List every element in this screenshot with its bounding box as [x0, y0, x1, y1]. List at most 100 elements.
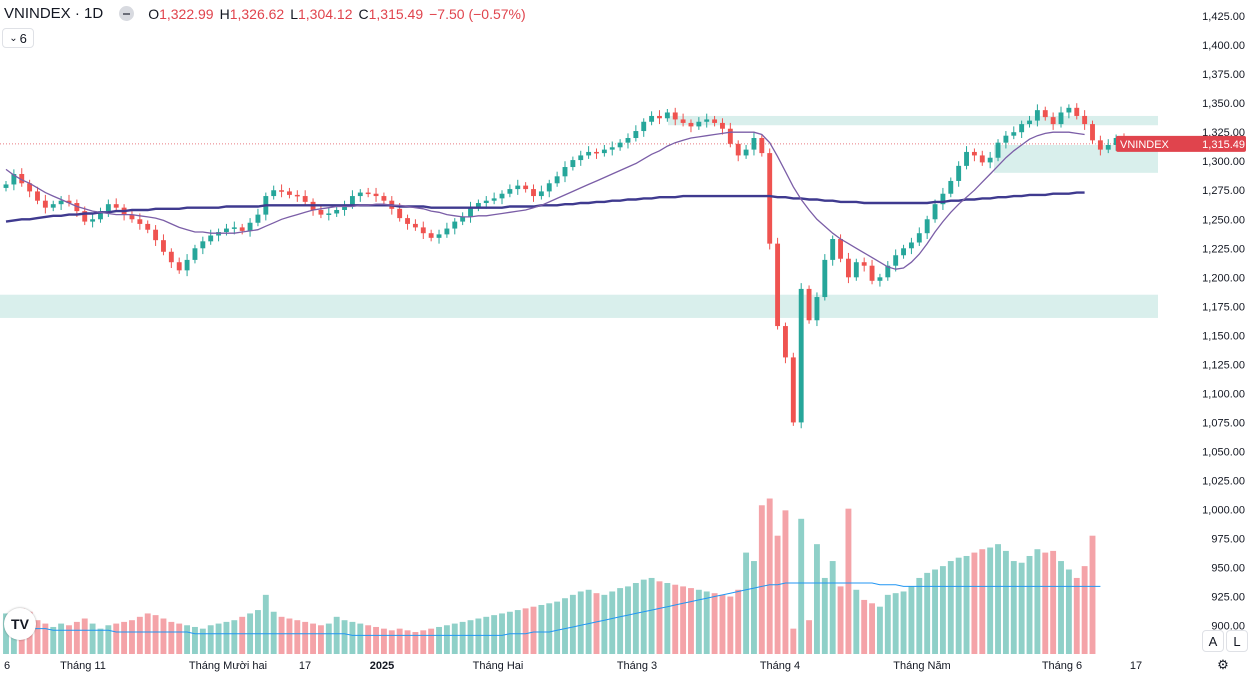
candle-body — [247, 222, 253, 231]
candle-body — [145, 223, 151, 230]
candle-body — [27, 183, 33, 192]
auto-scale-button[interactable]: A — [1202, 630, 1224, 652]
candle-body — [1105, 144, 1111, 150]
candle-body — [1090, 124, 1095, 141]
candle-body — [200, 241, 206, 249]
log-scale-button[interactable]: L — [1226, 630, 1248, 652]
volume-bar — [1081, 566, 1088, 654]
candle-body — [554, 176, 560, 184]
candle-body — [641, 121, 647, 132]
candle-body — [956, 165, 962, 181]
y-tick-label: 1,250.00 — [1202, 214, 1245, 226]
volume-bar — [278, 616, 285, 654]
volume-bar — [995, 544, 1001, 654]
volume-bar — [223, 621, 230, 654]
volume-bar — [758, 505, 765, 654]
candle-body — [129, 214, 135, 220]
candle-body — [436, 234, 442, 238]
candle-body — [342, 205, 347, 210]
candle-body — [649, 115, 655, 122]
ma-long-line — [5, 191, 1085, 223]
settings-icon[interactable]: ⚙ — [1217, 657, 1229, 672]
candle-body — [853, 262, 859, 278]
candle-body — [1050, 117, 1056, 125]
candle-body — [452, 221, 458, 229]
x-tick-label: 6 — [4, 660, 10, 672]
candle-body — [743, 149, 749, 156]
volume-bar — [1010, 561, 1017, 654]
candle-body — [349, 196, 355, 206]
candle-body — [499, 193, 505, 199]
y-tick-label: 1,400.00 — [1202, 40, 1245, 52]
volume-bar — [380, 628, 387, 654]
volume-bar — [129, 620, 135, 654]
y-tick-label: 1,275.00 — [1202, 185, 1245, 197]
candle-body — [987, 157, 993, 163]
tradingview-logo[interactable]: TV — [4, 608, 36, 640]
candle-body — [727, 128, 733, 144]
volume-group — [3, 498, 1096, 654]
candle-body — [625, 138, 631, 143]
y-tick-label: 975.00 — [1211, 533, 1245, 545]
volume-bar — [884, 594, 891, 654]
candle-body — [1042, 110, 1048, 118]
volume-bar — [711, 593, 718, 654]
volume-bar — [546, 603, 553, 654]
candle-body — [601, 149, 607, 154]
volume-bar — [168, 621, 175, 654]
candle-body — [491, 198, 497, 201]
volume-bar — [664, 583, 671, 654]
candle-body — [1097, 140, 1103, 150]
x-tick-label: Tháng 3 — [617, 660, 657, 672]
ma-short-line — [5, 131, 1085, 270]
x-tick-label: Tháng Hai — [473, 660, 524, 672]
candle-body — [1074, 107, 1080, 116]
volume-bar — [932, 569, 938, 654]
volume-bar — [255, 610, 261, 654]
symbol-title[interactable]: VNINDEX · 1D — [4, 5, 104, 22]
candle-body — [594, 151, 599, 154]
candle-body — [664, 112, 670, 119]
candle-body — [286, 191, 292, 195]
candle-body — [3, 184, 9, 188]
volume-bar — [199, 628, 206, 654]
volume-bar — [333, 616, 340, 654]
y-tick-label: 1,075.00 — [1202, 417, 1245, 429]
candle-body — [82, 211, 88, 222]
volume-bar — [451, 623, 458, 654]
y-tick-label: 1,050.00 — [1202, 446, 1245, 458]
volume-bar — [892, 593, 899, 654]
volume-bar — [443, 625, 450, 654]
volume-bar — [955, 557, 962, 654]
collapse-legend-icon[interactable] — [119, 6, 135, 21]
volume-bar — [81, 618, 88, 654]
candle-body — [318, 209, 324, 215]
candle-body — [531, 189, 536, 197]
low-value: 1,304.12 — [298, 5, 353, 22]
close-value: 1,315.49 — [368, 5, 424, 22]
candle-body — [798, 288, 804, 423]
volume-bar — [1050, 550, 1057, 654]
volume-bar — [192, 626, 198, 654]
candle-body — [468, 207, 473, 217]
volume-bar — [1058, 561, 1064, 654]
volume-bar — [632, 583, 639, 654]
candle-body — [948, 180, 954, 194]
candle-body — [869, 265, 875, 281]
candles-group — [3, 103, 1127, 429]
volume-bar — [1026, 555, 1033, 654]
volume-bar — [648, 577, 655, 654]
candle-body — [1019, 124, 1025, 133]
candle-body — [11, 173, 17, 185]
volume-bar — [420, 630, 427, 654]
indicators-toggle-button[interactable]: ⌄ 6 — [2, 28, 34, 48]
y-tick-label: 1,000.00 — [1202, 504, 1245, 516]
y-tick-label: 1,200.00 — [1202, 272, 1245, 284]
candle-body — [578, 155, 584, 161]
volume-bar — [672, 584, 679, 654]
volume-bar — [349, 621, 356, 654]
volume-bar — [601, 594, 608, 654]
candle-body — [515, 185, 521, 190]
volume-bar — [459, 621, 466, 654]
